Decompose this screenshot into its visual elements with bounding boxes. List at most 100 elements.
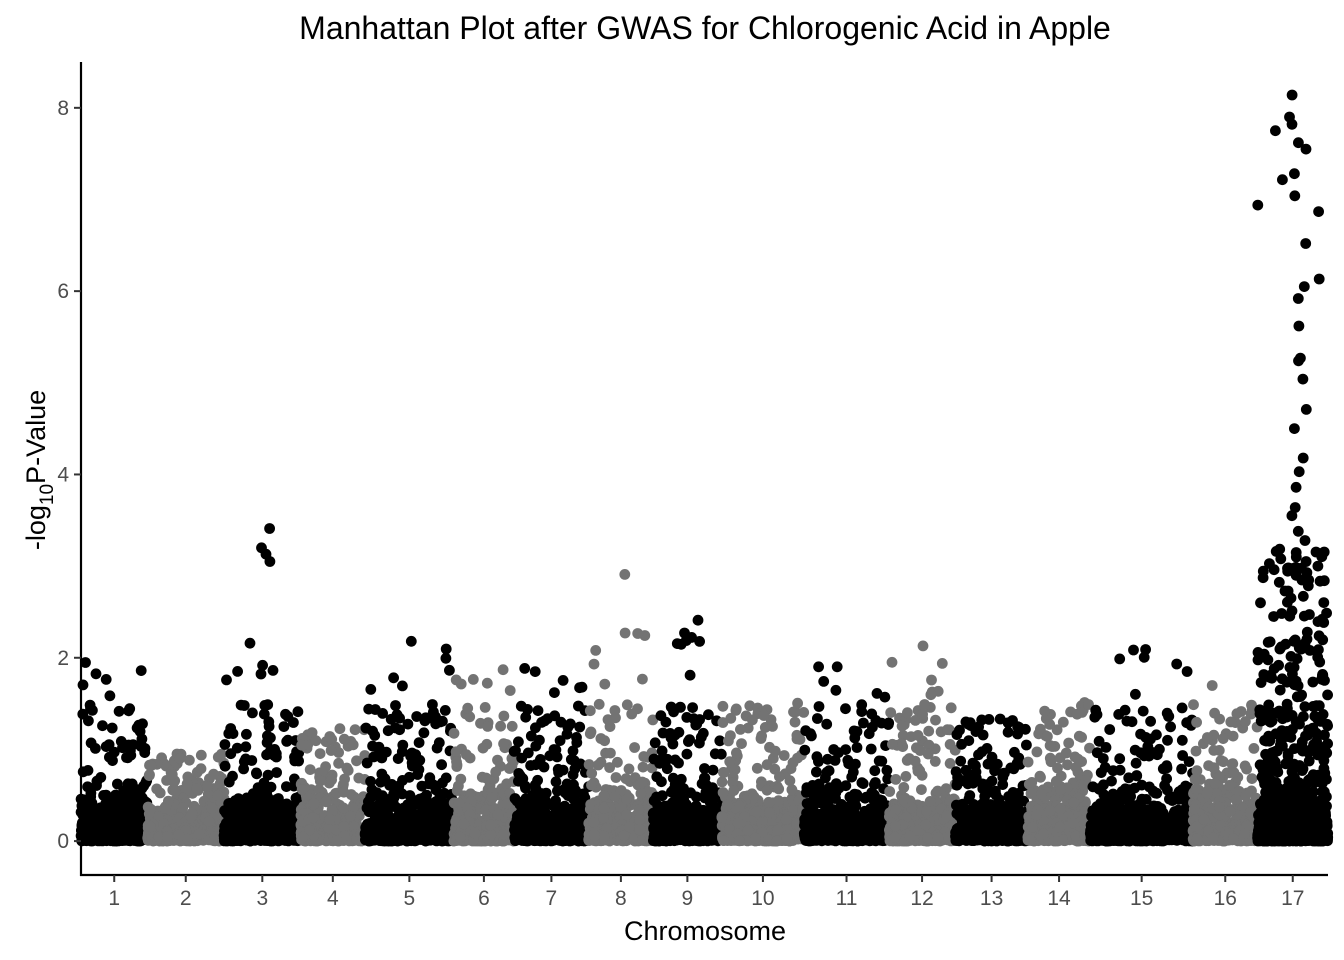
snp-point bbox=[325, 745, 337, 756]
snp-point bbox=[550, 776, 562, 788]
snp-point bbox=[634, 824, 646, 836]
snp-point bbox=[431, 803, 443, 814]
snp-point bbox=[586, 779, 597, 791]
snp-point bbox=[683, 736, 694, 747]
snp-point bbox=[588, 658, 600, 670]
snp-point bbox=[536, 801, 548, 813]
snp-point bbox=[304, 764, 316, 775]
snp-point bbox=[498, 738, 509, 750]
snp-point bbox=[173, 829, 185, 841]
snp-point bbox=[504, 685, 516, 696]
snp-point bbox=[202, 781, 213, 792]
snp-point bbox=[333, 757, 344, 769]
snp-point bbox=[490, 766, 502, 778]
snp-point bbox=[565, 754, 577, 765]
snp-point bbox=[568, 779, 579, 791]
snp-point bbox=[588, 817, 600, 828]
snp-point bbox=[439, 705, 451, 716]
snp-point bbox=[185, 811, 197, 823]
snp-point bbox=[120, 813, 132, 825]
snp-point bbox=[219, 739, 231, 750]
snp-point bbox=[584, 705, 596, 717]
snp-point bbox=[170, 785, 181, 796]
snp-point bbox=[529, 666, 541, 677]
snp-point bbox=[262, 792, 274, 803]
snp-point bbox=[360, 722, 372, 734]
snp-point bbox=[308, 798, 320, 809]
snp-point bbox=[506, 720, 518, 732]
snp-point bbox=[497, 664, 509, 676]
snp-point bbox=[100, 674, 112, 685]
snp-point bbox=[119, 801, 130, 813]
snp-point bbox=[246, 755, 258, 766]
snp-point bbox=[520, 711, 532, 723]
snp-point bbox=[657, 727, 669, 739]
snp-point bbox=[86, 797, 98, 809]
snp-point bbox=[363, 703, 375, 715]
snp-point bbox=[584, 728, 596, 740]
snp-point bbox=[549, 687, 560, 698]
snp-point bbox=[485, 829, 497, 840]
snp-point bbox=[214, 778, 226, 790]
snp-point bbox=[390, 700, 401, 711]
snp-point bbox=[592, 759, 604, 771]
snp-point bbox=[235, 699, 247, 711]
snp-point bbox=[338, 786, 350, 798]
snp-point bbox=[687, 702, 698, 713]
snp-point bbox=[272, 798, 284, 810]
snp-point bbox=[382, 725, 394, 737]
snp-point bbox=[480, 772, 492, 784]
data-points bbox=[75, 89, 1334, 847]
snp-point bbox=[604, 762, 615, 773]
snp-point bbox=[324, 731, 336, 742]
snp-point bbox=[394, 816, 406, 828]
snp-point bbox=[398, 802, 409, 814]
snp-point bbox=[436, 835, 448, 847]
snp-point bbox=[103, 739, 115, 750]
snp-point bbox=[91, 780, 102, 791]
snp-point bbox=[461, 749, 472, 761]
snp-point bbox=[236, 831, 248, 843]
snp-point bbox=[599, 735, 610, 747]
snp-point bbox=[629, 742, 640, 753]
snp-point bbox=[84, 699, 96, 711]
snp-point bbox=[448, 727, 460, 739]
snp-point bbox=[527, 790, 538, 801]
snp-point bbox=[407, 760, 418, 772]
snp-point bbox=[265, 781, 277, 793]
snp-point bbox=[481, 677, 493, 689]
chart-title: Manhattan Plot after GWAS for Chlorogeni… bbox=[299, 10, 1111, 46]
snp-point bbox=[529, 834, 541, 846]
snp-point bbox=[267, 665, 279, 676]
snp-point bbox=[240, 741, 252, 753]
snp-point bbox=[402, 718, 414, 730]
snp-point bbox=[283, 818, 295, 830]
snp-point bbox=[391, 709, 403, 721]
snp-point bbox=[397, 739, 409, 751]
snp-point bbox=[557, 764, 569, 776]
snp-point bbox=[296, 739, 308, 751]
snp-point bbox=[557, 675, 569, 686]
snp-point bbox=[314, 748, 326, 759]
snp-point bbox=[345, 810, 356, 822]
snp-point bbox=[511, 795, 523, 807]
snp-point bbox=[444, 664, 455, 676]
snp-point bbox=[544, 750, 556, 762]
snp-point bbox=[293, 755, 304, 767]
snp-point bbox=[77, 679, 89, 691]
snp-point bbox=[206, 802, 218, 814]
snp-point bbox=[605, 747, 616, 759]
snp-point bbox=[522, 747, 534, 759]
snp-point bbox=[203, 816, 215, 827]
snp-point bbox=[191, 783, 203, 795]
snp-point bbox=[635, 788, 647, 799]
snp-point bbox=[227, 728, 239, 739]
snp-point bbox=[109, 800, 120, 812]
snp-point bbox=[261, 801, 272, 813]
snp-point bbox=[634, 814, 645, 826]
snp-point bbox=[278, 721, 290, 732]
snp-point bbox=[339, 773, 350, 785]
snp-point bbox=[418, 727, 430, 739]
snp-point bbox=[232, 666, 244, 677]
